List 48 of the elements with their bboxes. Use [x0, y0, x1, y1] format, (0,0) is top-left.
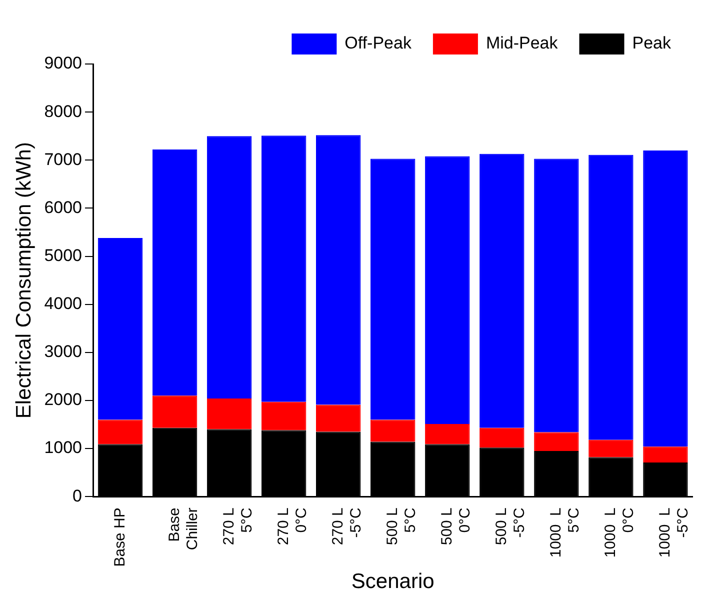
x-tick-label: Base HP [111, 508, 128, 567]
bar [152, 150, 198, 396]
x-tick-label: 1000 L 0°C [602, 507, 638, 558]
x-tick-label: 500 L 5°C [384, 507, 420, 546]
bar [425, 424, 470, 444]
x-tick-label: 500 L 0°C [438, 507, 474, 546]
y-tick-label: 9000 [44, 54, 82, 73]
bar [316, 404, 361, 432]
bar [480, 428, 524, 448]
bar [480, 154, 524, 428]
bar [588, 154, 634, 440]
bar [370, 420, 416, 442]
legend-label: Peak [632, 34, 672, 53]
x-tick-label: 1000 L -5°C [656, 507, 692, 558]
x-tick-label: 500 L -5°C [493, 507, 528, 546]
x-axis-title: Scenario [351, 570, 434, 594]
y-tick-label: 0 [72, 486, 82, 506]
bar [370, 158, 416, 420]
x-tick-label: 270 L 5°C [220, 507, 256, 546]
y-axis-title: Electrical Consumption (kWh) [12, 142, 36, 419]
x-tick-label: 1000 L 5°C [548, 507, 583, 558]
y-tick-label: 8000 [44, 102, 82, 121]
bar [425, 156, 470, 424]
bar [206, 398, 252, 430]
x-tick-label: 270 L 0°C [274, 507, 310, 546]
bar [588, 440, 634, 458]
bar [643, 446, 688, 462]
legend-label: Mid-Peak [486, 34, 558, 53]
y-tick-label: 3000 [44, 342, 82, 362]
bar [643, 150, 688, 447]
bar [98, 420, 143, 444]
bar [534, 158, 579, 432]
bar [152, 396, 198, 428]
y-tick-label: 1000 [44, 438, 82, 458]
y-tick-label: 6000 [44, 198, 82, 217]
bar [206, 136, 252, 399]
bar [261, 136, 306, 402]
bar [534, 432, 579, 451]
y-tick-label: 7000 [44, 150, 82, 169]
x-tick-label: Base Chiller [166, 508, 201, 550]
bar [316, 135, 361, 405]
bar [261, 402, 306, 430]
y-tick-label: 4000 [44, 294, 82, 314]
legend-label: Off-Peak [344, 34, 412, 53]
y-tick-label: 2000 [44, 390, 82, 410]
x-tick-label: 270 L -5°C [329, 507, 364, 546]
y-tick-label: 5000 [44, 246, 82, 265]
bar [98, 238, 143, 420]
